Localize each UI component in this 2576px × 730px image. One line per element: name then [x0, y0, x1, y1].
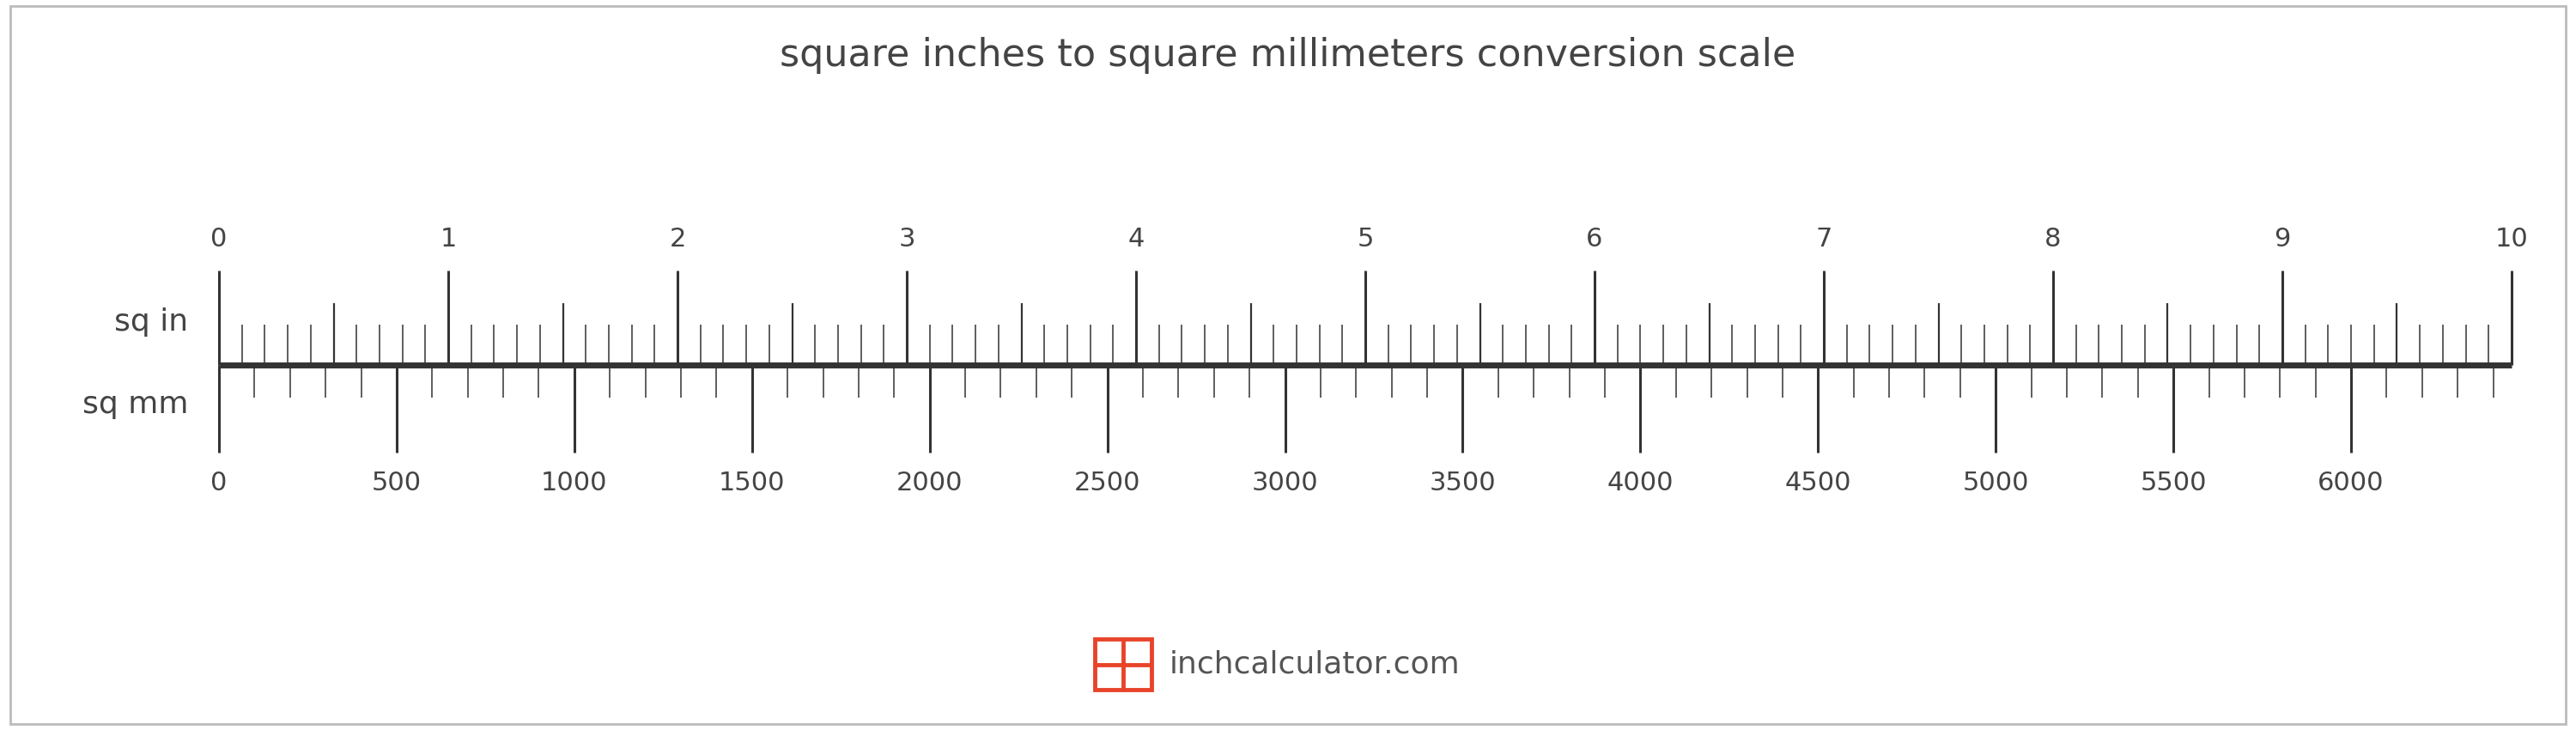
Text: 4000: 4000 [1607, 471, 1674, 496]
Text: 3000: 3000 [1252, 471, 1319, 496]
Text: sq mm: sq mm [82, 390, 188, 419]
Text: 1: 1 [440, 227, 456, 252]
Text: inchcalculator.com: inchcalculator.com [1170, 650, 1461, 679]
Bar [1095, 639, 1151, 690]
Text: 7: 7 [1816, 227, 1832, 252]
Text: 3500: 3500 [1430, 471, 1497, 496]
Text: 6: 6 [1587, 227, 1602, 252]
Text: 2500: 2500 [1074, 471, 1141, 496]
Text: 4500: 4500 [1785, 471, 1852, 496]
Text: 9: 9 [2275, 227, 2290, 252]
Text: sq in: sq in [113, 308, 188, 337]
Text: 4: 4 [1128, 227, 1144, 252]
Text: square inches to square millimeters conversion scale: square inches to square millimeters conv… [781, 36, 1795, 74]
Text: 0: 0 [211, 471, 227, 496]
Text: 6000: 6000 [2318, 471, 2385, 496]
Text: 5000: 5000 [1963, 471, 2030, 496]
Text: 0: 0 [211, 227, 227, 252]
Text: 500: 500 [371, 471, 422, 496]
Text: 5500: 5500 [2141, 471, 2208, 496]
Text: 1000: 1000 [541, 471, 608, 496]
Text: 2000: 2000 [896, 471, 963, 496]
Text: 1500: 1500 [719, 471, 786, 496]
Text: 10: 10 [2496, 227, 2527, 252]
Text: 5: 5 [1358, 227, 1373, 252]
Text: 8: 8 [2045, 227, 2061, 252]
Text: 2: 2 [670, 227, 685, 252]
Text: 3: 3 [899, 227, 914, 252]
